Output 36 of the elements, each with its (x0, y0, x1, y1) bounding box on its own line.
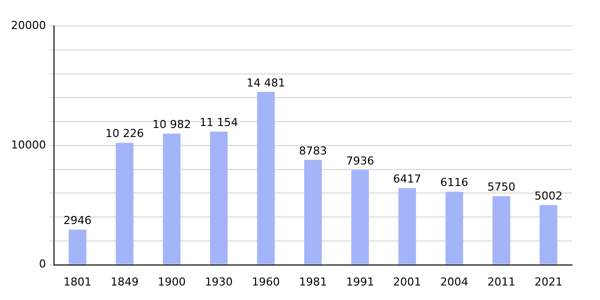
bar (351, 170, 369, 264)
x-tick-label: 2001 (393, 275, 422, 288)
x-tick-label: 1930 (204, 275, 233, 288)
bar (540, 205, 558, 264)
bar (398, 188, 416, 264)
data-label: 5750 (487, 180, 516, 194)
bar (257, 92, 275, 264)
y-tick-label: 0 (38, 258, 46, 271)
bar (210, 132, 228, 264)
bar (162, 134, 181, 264)
bar (68, 230, 86, 264)
x-tick-label: 1849 (110, 275, 139, 288)
data-label: 7936 (346, 154, 374, 168)
bar (445, 192, 464, 264)
x-tick-label: 2004 (440, 275, 468, 288)
data-label: 2946 (64, 214, 92, 227)
y-tick-label: 20000 (10, 18, 46, 32)
data-label: 6116 (440, 176, 468, 190)
x-tick-label: 2011 (487, 275, 516, 288)
y-tick-label: 10000 (10, 138, 46, 152)
data-label: 5002 (534, 189, 562, 202)
x-tick-label: 1991 (346, 275, 374, 288)
x-tick-label: 1900 (158, 275, 186, 288)
bar (492, 196, 510, 264)
data-label: 8783 (298, 144, 327, 158)
data-label: 14 481 (246, 76, 286, 90)
data-label: 10 982 (152, 118, 191, 132)
x-tick-label: 1801 (64, 275, 92, 288)
data-label: 6417 (393, 172, 422, 186)
bar (116, 142, 134, 264)
data-label: 11 154 (200, 116, 238, 129)
data-label: 10 226 (105, 127, 144, 140)
bar (304, 160, 322, 264)
x-tick-label: 1960 (252, 275, 280, 288)
x-tick-label: 2021 (534, 275, 562, 288)
x-tick-label: 1981 (298, 275, 327, 288)
